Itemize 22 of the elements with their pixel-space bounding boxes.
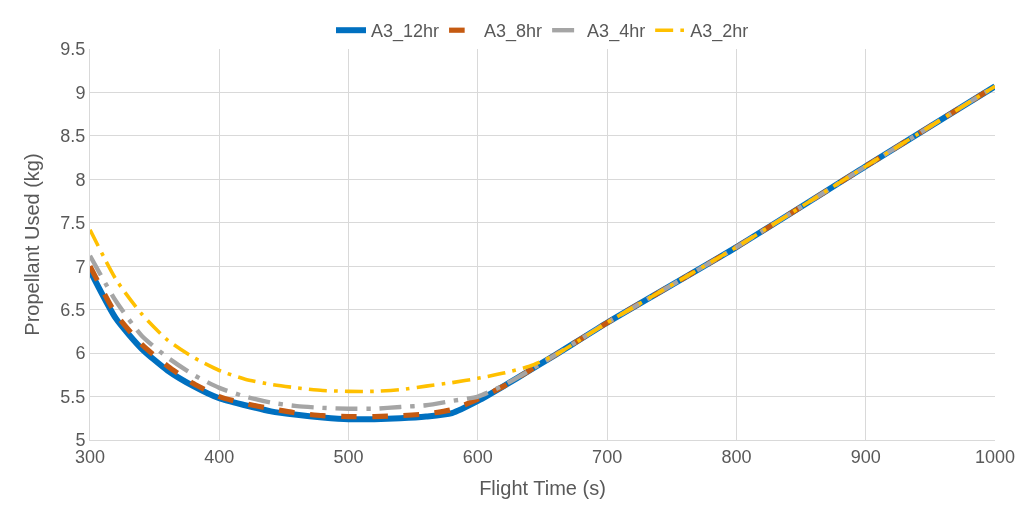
y-tick-label: 6.5 [60, 299, 86, 320]
legend-label: A3_12hr [371, 21, 440, 43]
y-tick-label: 6 [75, 343, 86, 364]
legend-label: A3_4hr [587, 21, 646, 43]
x-tick-label: 900 [850, 446, 881, 467]
x-tick-label: 1000 [974, 446, 1016, 467]
y-tick-label: 8 [75, 169, 86, 190]
y-tick-label: 5.5 [60, 386, 86, 407]
x-tick-label: 600 [462, 446, 493, 467]
x-axis-title: Flight Time (s) [479, 477, 606, 500]
legend-label: A3_2hr [690, 21, 749, 43]
y-tick-label: 7 [75, 256, 86, 277]
x-tick-label: 700 [592, 446, 623, 467]
y-axis-title: Propellant Used (kg) [20, 153, 43, 336]
y-tick-label: 9 [75, 82, 86, 103]
y-tick-label: 8.5 [60, 126, 86, 147]
x-tick-label: 800 [721, 446, 752, 467]
x-tick-label: 400 [204, 446, 235, 467]
y-tick-label: 9.5 [60, 39, 86, 60]
x-tick-label: 500 [333, 446, 364, 467]
legend-label: A3_8hr [484, 21, 543, 43]
y-tick-label: 7.5 [60, 213, 86, 234]
